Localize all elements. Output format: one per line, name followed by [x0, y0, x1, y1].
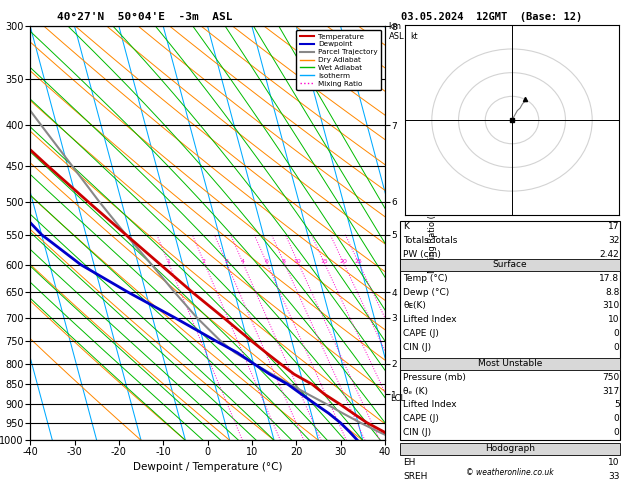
Text: CAPE (J): CAPE (J) [403, 414, 439, 423]
Text: PW (cm): PW (cm) [403, 250, 441, 259]
Text: θᴇ(K): θᴇ(K) [403, 301, 426, 311]
Text: 8.8: 8.8 [605, 288, 620, 296]
Text: Totals Totals: Totals Totals [403, 236, 457, 245]
Text: 5: 5 [614, 400, 620, 409]
Text: Surface: Surface [493, 260, 527, 269]
Text: CIN (J): CIN (J) [403, 428, 431, 437]
Text: SREH: SREH [403, 472, 428, 481]
Text: 10: 10 [294, 259, 301, 264]
Text: 2: 2 [202, 259, 206, 264]
Text: Pressure (mb): Pressure (mb) [403, 373, 466, 382]
Text: 310: 310 [603, 301, 620, 311]
Text: 25: 25 [354, 259, 362, 264]
Text: © weatheronline.co.uk: © weatheronline.co.uk [466, 469, 554, 477]
Text: 10: 10 [608, 315, 620, 324]
Text: 4: 4 [240, 259, 245, 264]
Text: 03.05.2024  12GMT  (Base: 12): 03.05.2024 12GMT (Base: 12) [401, 12, 582, 22]
Text: 20: 20 [339, 259, 347, 264]
Text: 0: 0 [614, 329, 620, 338]
Text: 317: 317 [603, 386, 620, 396]
Text: 10: 10 [608, 458, 620, 467]
Text: 0: 0 [614, 414, 620, 423]
Text: 32: 32 [608, 236, 620, 245]
Text: CAPE (J): CAPE (J) [403, 329, 439, 338]
Text: kt: kt [411, 33, 418, 41]
Text: 3: 3 [224, 259, 228, 264]
Text: 17.8: 17.8 [599, 274, 620, 283]
Text: 8: 8 [282, 259, 286, 264]
Legend: Temperature, Dewpoint, Parcel Trajectory, Dry Adiabat, Wet Adiabat, Isotherm, Mi: Temperature, Dewpoint, Parcel Trajectory… [296, 30, 381, 90]
Text: 33: 33 [608, 472, 620, 481]
Text: Most Unstable: Most Unstable [477, 359, 542, 368]
Text: 40°27'N  50°04'E  -3m  ASL: 40°27'N 50°04'E -3m ASL [57, 12, 232, 22]
Text: Lifted Index: Lifted Index [403, 400, 457, 409]
Text: 17: 17 [608, 223, 620, 231]
Text: Lifted Index: Lifted Index [403, 315, 457, 324]
Text: 6: 6 [264, 259, 268, 264]
Text: 2.42: 2.42 [600, 250, 620, 259]
Text: 15: 15 [320, 259, 328, 264]
Text: km
ASL: km ASL [389, 22, 404, 40]
Text: 0: 0 [614, 428, 620, 437]
Text: 1: 1 [166, 259, 170, 264]
Y-axis label: Mixing Ratio (g/kg): Mixing Ratio (g/kg) [428, 193, 437, 273]
Text: Dewp (°C): Dewp (°C) [403, 288, 450, 296]
Text: θₑ (K): θₑ (K) [403, 386, 428, 396]
Text: LCL: LCL [391, 394, 406, 403]
Text: K: K [403, 223, 409, 231]
Text: Hodograph: Hodograph [485, 444, 535, 453]
X-axis label: Dewpoint / Temperature (°C): Dewpoint / Temperature (°C) [133, 462, 282, 472]
Text: Temp (°C): Temp (°C) [403, 274, 448, 283]
Text: 750: 750 [603, 373, 620, 382]
Text: CIN (J): CIN (J) [403, 343, 431, 352]
Text: 0: 0 [614, 343, 620, 352]
Text: EH: EH [403, 458, 416, 467]
